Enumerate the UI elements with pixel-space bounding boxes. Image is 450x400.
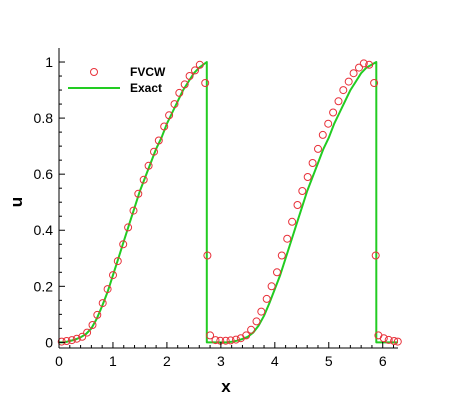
x-axis-title: x bbox=[221, 377, 231, 396]
x-tick-label: 5 bbox=[325, 353, 333, 369]
fvcw-point bbox=[203, 251, 212, 260]
x-tick-label: 4 bbox=[271, 353, 279, 369]
series-line-exact bbox=[59, 61, 398, 344]
fvcw-point bbox=[216, 336, 225, 345]
y-axis-title: u bbox=[7, 197, 26, 207]
fvcw-point bbox=[72, 334, 81, 343]
fvcw-point bbox=[283, 234, 292, 243]
fvcw-point bbox=[298, 187, 307, 195]
fvcw-point bbox=[134, 189, 143, 198]
fvcw-point bbox=[150, 147, 158, 156]
fvcw-point bbox=[349, 69, 358, 78]
fvcw-point bbox=[185, 72, 194, 80]
fvcw-point bbox=[384, 335, 393, 344]
fvcw-point bbox=[242, 331, 251, 340]
fvcw-point bbox=[288, 217, 297, 226]
fvcw-point bbox=[277, 251, 286, 260]
fvcw-point bbox=[144, 161, 153, 170]
fvcw-point bbox=[78, 332, 87, 341]
fvcw-point bbox=[109, 271, 117, 280]
fvcw-point bbox=[57, 337, 66, 346]
fvcw-point bbox=[175, 88, 184, 97]
fvcw-point bbox=[195, 60, 204, 69]
fvcw-point bbox=[355, 63, 363, 72]
fvcw-point bbox=[390, 337, 399, 345]
x-tick-label: 0 bbox=[55, 353, 63, 369]
fvcw-point bbox=[160, 122, 169, 131]
fvcw-point bbox=[226, 336, 235, 345]
fvcw-point bbox=[221, 336, 230, 345]
fvcw-point bbox=[170, 100, 179, 109]
fvcw-point bbox=[201, 79, 210, 87]
fvcw-point bbox=[257, 307, 266, 316]
fvcw-point bbox=[370, 79, 379, 87]
fvcw-point bbox=[247, 325, 256, 334]
fvcw-point bbox=[88, 321, 97, 329]
legend-label-exact: Exact bbox=[130, 81, 162, 95]
fvcw-point bbox=[359, 59, 368, 68]
y-tick-label: 0 bbox=[45, 334, 53, 350]
legend-marker-fvcw bbox=[90, 68, 98, 76]
fvcw-point bbox=[293, 201, 302, 209]
fvcw-point bbox=[62, 337, 71, 345]
fvcw-point bbox=[191, 66, 199, 75]
fvcw-point bbox=[165, 111, 174, 120]
fvcw-point bbox=[379, 334, 388, 343]
fvcw-point bbox=[124, 223, 133, 232]
fvcw-point bbox=[339, 86, 348, 95]
fvcw-point bbox=[314, 144, 322, 153]
fvcw-point bbox=[252, 317, 261, 326]
fvcw-point bbox=[262, 294, 271, 303]
fvcw-point bbox=[98, 299, 107, 308]
x-tick-label: 6 bbox=[379, 353, 387, 369]
fvcw-point bbox=[93, 310, 102, 319]
y-tick-label: 0.4 bbox=[34, 222, 54, 238]
fvcw-point bbox=[303, 173, 312, 181]
fvcw-point bbox=[232, 335, 240, 344]
x-tick-label: 2 bbox=[163, 353, 171, 369]
legend: FVCW Exact bbox=[68, 65, 166, 95]
y-tick-label: 0.2 bbox=[34, 278, 54, 294]
x-tick-label: 1 bbox=[109, 353, 117, 369]
fvcw-point bbox=[67, 336, 76, 345]
axes: 0 1 2 3 4 5 6 0 0.2 0.4 0.6 0.8 1 bbox=[34, 48, 398, 369]
fvcw-point bbox=[308, 159, 317, 167]
fvcw-point bbox=[154, 136, 163, 145]
y-tick-label: 1 bbox=[45, 54, 53, 70]
fvcw-point bbox=[113, 257, 122, 266]
fvcw-point bbox=[344, 77, 353, 86]
fvcw-point bbox=[318, 130, 327, 139]
fvcw-point bbox=[365, 60, 374, 69]
fvcw-point bbox=[103, 285, 112, 294]
fvcw-point bbox=[206, 331, 215, 340]
fvcw-point bbox=[273, 268, 281, 277]
legend-label-fvcw: FVCW bbox=[130, 65, 166, 79]
fvcw-point bbox=[393, 337, 402, 346]
fvcw-point bbox=[119, 240, 128, 249]
x-tick-label: 3 bbox=[217, 353, 225, 369]
fvcw-point bbox=[211, 336, 220, 345]
fvcw-point bbox=[180, 80, 189, 89]
y-tick-label: 0.8 bbox=[34, 110, 54, 126]
fvcw-point bbox=[329, 108, 338, 117]
fvcw-point bbox=[83, 328, 92, 337]
fvcw-point bbox=[139, 175, 148, 184]
fvcw-point bbox=[129, 206, 138, 215]
fvcw-point bbox=[334, 97, 343, 106]
plot-area bbox=[57, 59, 402, 346]
fvcw-point bbox=[324, 119, 333, 128]
y-tick-label: 0.6 bbox=[34, 166, 54, 182]
fvcw-point bbox=[267, 282, 276, 291]
fvcw-point bbox=[371, 251, 380, 260]
